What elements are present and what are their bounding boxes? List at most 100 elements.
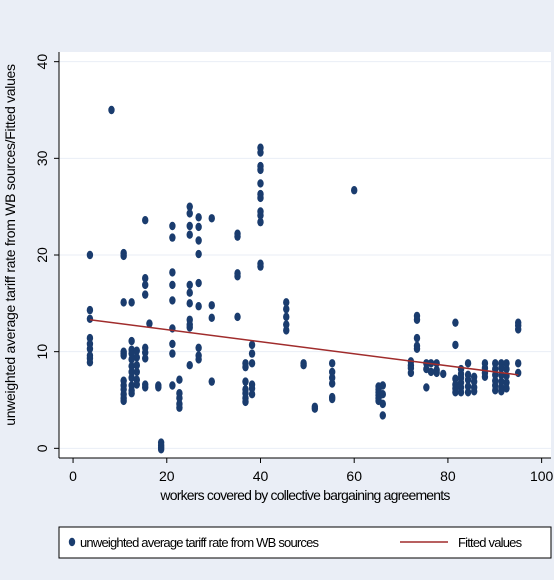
data-point bbox=[379, 411, 386, 420]
data-point bbox=[328, 379, 336, 388]
data-point bbox=[86, 314, 94, 323]
data-point bbox=[86, 305, 94, 315]
legend: unweighted average tariff rate from WB s… bbox=[58, 526, 552, 559]
data-point bbox=[142, 383, 149, 392]
data-point bbox=[234, 272, 241, 281]
data-point bbox=[186, 202, 193, 211]
data-point bbox=[186, 280, 193, 290]
fitted-line-group bbox=[89, 319, 519, 376]
data-point bbox=[128, 355, 135, 364]
data-point bbox=[155, 383, 162, 392]
y-tick-label: 0 bbox=[34, 444, 50, 452]
data-point bbox=[328, 394, 336, 404]
legend-label-fitted: Fitted values bbox=[458, 535, 523, 550]
data-point bbox=[120, 396, 127, 406]
data-point bbox=[128, 389, 135, 398]
data-point bbox=[176, 403, 183, 412]
data-point bbox=[169, 381, 176, 390]
data-point bbox=[503, 378, 510, 387]
data-point bbox=[208, 313, 215, 323]
data-point bbox=[176, 393, 183, 403]
data-point bbox=[186, 221, 193, 231]
data-point bbox=[142, 274, 149, 283]
y-ticks: 0 10 20 30 40 bbox=[34, 54, 59, 452]
data-point bbox=[492, 386, 499, 395]
data-point bbox=[176, 375, 183, 384]
data-point bbox=[457, 388, 465, 397]
data-point bbox=[195, 278, 202, 288]
data-point bbox=[120, 351, 127, 360]
data-point bbox=[503, 384, 510, 393]
data-point bbox=[248, 390, 256, 399]
data-point bbox=[186, 323, 193, 332]
data-point bbox=[328, 367, 336, 377]
data-point bbox=[146, 319, 153, 328]
data-point bbox=[186, 299, 193, 308]
data-point bbox=[86, 250, 94, 260]
data-point bbox=[515, 359, 522, 368]
data-point bbox=[142, 216, 149, 225]
fitted-line bbox=[89, 319, 519, 376]
data-point bbox=[195, 222, 202, 232]
data-point bbox=[195, 213, 202, 222]
data-point bbox=[515, 325, 522, 334]
data-point bbox=[195, 355, 202, 364]
data-point bbox=[452, 388, 459, 397]
data-point bbox=[433, 359, 440, 368]
data-point bbox=[142, 290, 149, 299]
data-point bbox=[242, 397, 249, 407]
data-point bbox=[195, 302, 202, 311]
data-point bbox=[195, 343, 202, 352]
data-point bbox=[248, 384, 256, 393]
data-point bbox=[248, 349, 256, 358]
data-point bbox=[257, 179, 264, 188]
data-point bbox=[242, 362, 249, 372]
data-point bbox=[257, 217, 264, 227]
data-point bbox=[257, 193, 264, 203]
x-tick-label: 40 bbox=[253, 468, 269, 484]
data-point bbox=[248, 359, 256, 368]
data-point bbox=[186, 361, 193, 370]
data-point bbox=[86, 344, 94, 353]
data-point bbox=[503, 359, 510, 368]
data-point bbox=[133, 367, 140, 377]
data-point bbox=[498, 363, 505, 373]
data-point bbox=[169, 296, 176, 305]
x-axis-label: workers covered by collective bargaining… bbox=[159, 487, 450, 503]
data-point bbox=[120, 298, 127, 307]
data-point bbox=[86, 358, 94, 367]
data-point bbox=[128, 367, 135, 377]
data-point bbox=[142, 354, 149, 363]
data-point bbox=[128, 349, 135, 358]
y-axis-label: unweighted average tariff rate from WB s… bbox=[2, 64, 18, 426]
gridlines bbox=[59, 61, 551, 449]
data-point bbox=[470, 387, 478, 396]
data-point bbox=[413, 333, 421, 343]
data-point bbox=[120, 251, 127, 261]
data-point bbox=[423, 383, 430, 392]
data-point bbox=[328, 359, 336, 368]
x-tick-label: 60 bbox=[346, 468, 362, 484]
data-point bbox=[515, 368, 522, 378]
data-point bbox=[379, 399, 386, 409]
data-point bbox=[128, 336, 135, 346]
data-point bbox=[142, 348, 149, 357]
data-point bbox=[351, 186, 358, 195]
data-point bbox=[128, 361, 135, 371]
data-point bbox=[133, 346, 140, 355]
data-point bbox=[452, 340, 459, 350]
data-point bbox=[169, 349, 176, 358]
data-point bbox=[503, 364, 510, 374]
data-point bbox=[128, 298, 135, 307]
data-point bbox=[257, 148, 264, 157]
data-point bbox=[427, 367, 435, 377]
y-tick-label: 40 bbox=[34, 54, 50, 70]
data-point bbox=[133, 380, 140, 389]
data-point bbox=[195, 236, 202, 245]
data-point bbox=[169, 280, 176, 290]
x-tick-label: 80 bbox=[440, 468, 456, 484]
data-point bbox=[169, 268, 176, 277]
data-point bbox=[234, 232, 241, 241]
legend-label-scatter: unweighted average tariff rate from WB s… bbox=[80, 535, 320, 550]
